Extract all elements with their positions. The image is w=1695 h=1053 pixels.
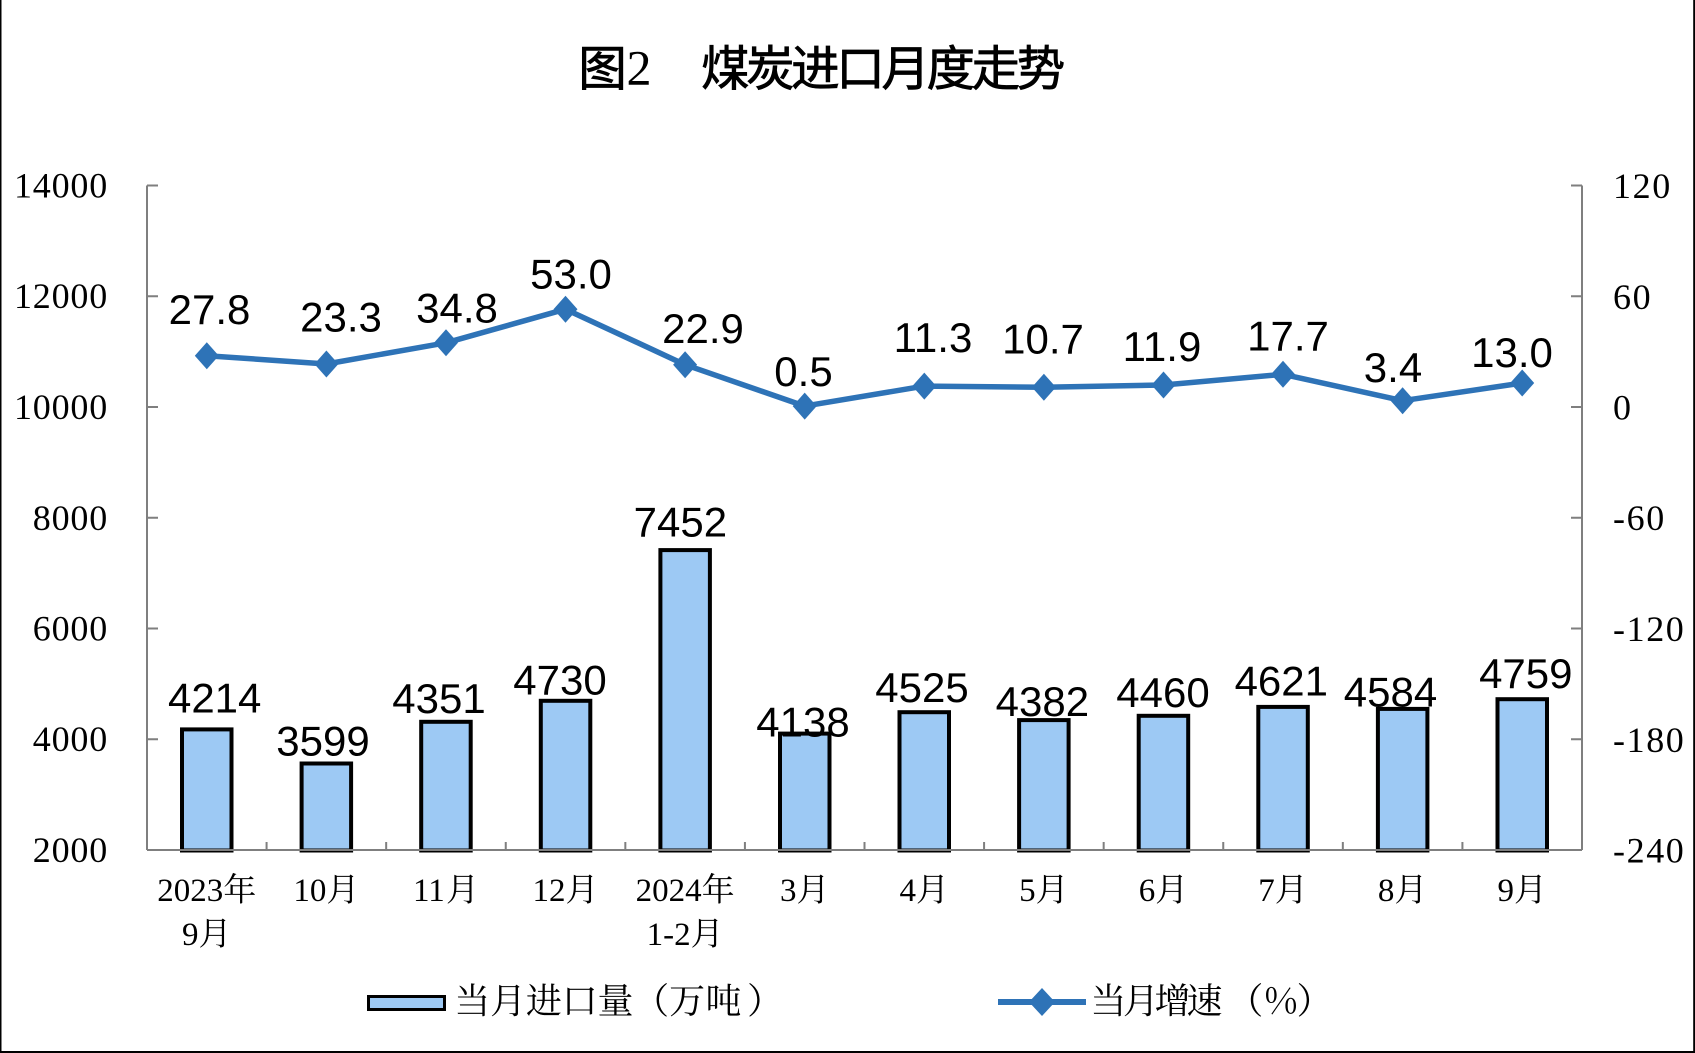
svg-text:4584: 4584 [1344,669,1437,716]
svg-text:-240: -240 [1613,831,1685,871]
svg-text:11.9: 11.9 [1123,323,1202,370]
svg-text:60: 60 [1613,277,1652,317]
svg-text:17.7: 17.7 [1247,312,1329,359]
svg-text:7: 7 [1258,873,1275,909]
svg-text:8: 8 [1378,873,1395,909]
svg-text:6: 6 [1139,873,1156,909]
svg-text:0.5: 0.5 [774,348,832,395]
svg-text:27.8: 27.8 [169,286,251,333]
svg-text:3.4: 3.4 [1364,344,1422,391]
svg-text:22.9: 22.9 [662,305,744,352]
svg-text:120: 120 [1613,166,1672,206]
svg-text:4214: 4214 [168,675,261,722]
svg-text:4460: 4460 [1116,669,1209,716]
svg-text:10000: 10000 [14,387,108,427]
svg-text:6000: 6000 [33,609,108,649]
svg-text:10.7: 10.7 [1002,316,1084,363]
svg-text:3599: 3599 [276,717,369,764]
svg-text:4351: 4351 [392,675,485,722]
svg-text:7452: 7452 [634,499,727,546]
svg-text:-120: -120 [1613,609,1685,649]
svg-text:3: 3 [780,873,797,909]
svg-text:53.0: 53.0 [530,251,612,298]
svg-text:10: 10 [293,873,326,909]
svg-text:2023: 2023 [157,873,223,909]
svg-text:4759: 4759 [1479,650,1572,697]
svg-text:11: 11 [413,873,445,909]
svg-text:11.3: 11.3 [894,314,973,361]
svg-text:13.0: 13.0 [1471,329,1553,376]
svg-text:23.3: 23.3 [300,293,382,340]
svg-text:0: 0 [1613,388,1633,428]
svg-text:2: 2 [627,40,652,96]
svg-text:4621: 4621 [1235,658,1328,705]
svg-text:9: 9 [1498,873,1515,909]
svg-text:4730: 4730 [513,657,606,704]
svg-text:9: 9 [182,917,199,953]
svg-text:1-2: 1-2 [647,917,691,953]
svg-text:14000: 14000 [14,166,108,206]
svg-text:5: 5 [1019,873,1036,909]
svg-text:2024: 2024 [636,873,702,909]
svg-text:4382: 4382 [996,678,1089,725]
svg-text:8000: 8000 [33,498,108,538]
svg-text:12000: 12000 [14,276,108,316]
svg-text:-180: -180 [1613,720,1685,760]
svg-text:12: 12 [533,873,566,909]
svg-text:4000: 4000 [33,719,108,759]
svg-text:4: 4 [900,873,917,909]
svg-text:4138: 4138 [756,699,849,746]
svg-text:-60: -60 [1613,498,1666,538]
svg-text:2000: 2000 [33,830,108,870]
svg-text:4525: 4525 [875,664,968,711]
svg-text:34.8: 34.8 [416,285,498,332]
